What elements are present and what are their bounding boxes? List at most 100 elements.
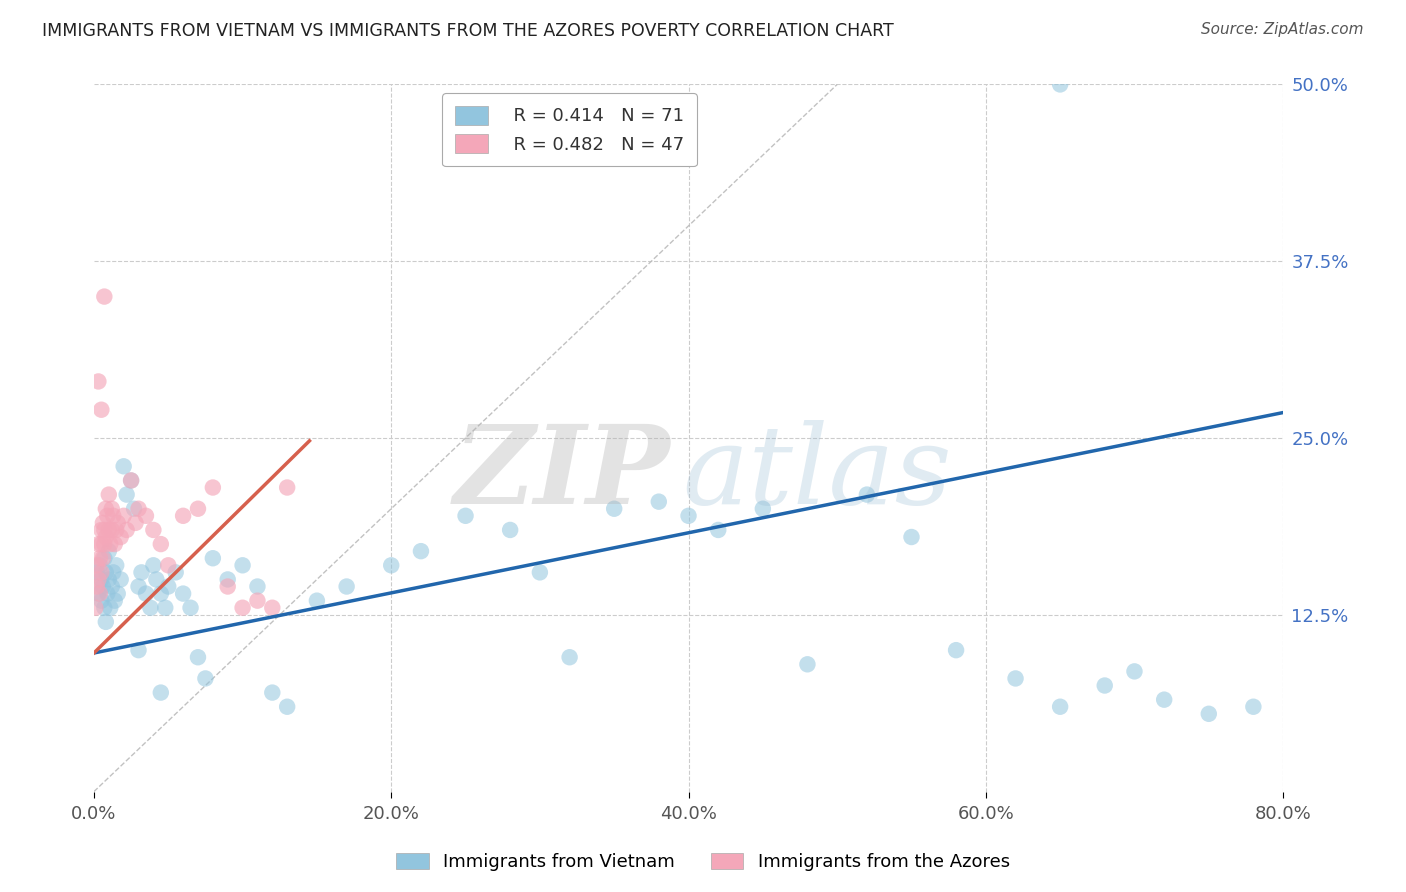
Point — [1241, 699, 1264, 714]
Point — [201, 551, 224, 566]
Point — [135, 586, 157, 600]
Point — [149, 586, 172, 600]
Point — [707, 523, 730, 537]
Point — [1198, 706, 1220, 721]
Text: Source: ZipAtlas.com: Source: ZipAtlas.com — [1201, 22, 1364, 37]
Point — [96, 508, 118, 523]
Point — [103, 508, 125, 523]
Point — [1123, 665, 1146, 679]
Point — [100, 580, 122, 594]
Point — [648, 494, 671, 508]
Point — [135, 508, 157, 523]
Point — [96, 586, 118, 600]
Point — [103, 566, 125, 580]
Point — [276, 699, 298, 714]
Point — [1153, 692, 1175, 706]
Point — [112, 459, 135, 474]
Point — [94, 530, 117, 544]
Point — [89, 558, 111, 573]
Point — [115, 487, 138, 501]
Point — [232, 600, 254, 615]
Point — [90, 593, 112, 607]
Point — [1094, 679, 1116, 693]
Point — [105, 523, 128, 537]
Point — [155, 600, 177, 615]
Point — [112, 508, 135, 523]
Point — [194, 672, 217, 686]
Point — [105, 558, 128, 573]
Point — [104, 593, 127, 607]
Point — [529, 566, 551, 580]
Point — [86, 558, 108, 573]
Point — [262, 600, 284, 615]
Point — [165, 566, 187, 580]
Point — [131, 566, 153, 580]
Point — [89, 586, 111, 600]
Point — [93, 600, 115, 615]
Point — [97, 487, 120, 501]
Point — [91, 516, 114, 530]
Point — [86, 566, 108, 580]
Point — [149, 685, 172, 699]
Point — [93, 551, 115, 566]
Point — [157, 580, 180, 594]
Point — [91, 551, 114, 566]
Point — [232, 558, 254, 573]
Point — [752, 501, 775, 516]
Point — [139, 600, 162, 615]
Point — [124, 516, 146, 530]
Point — [128, 580, 150, 594]
Point — [149, 537, 172, 551]
Point — [217, 580, 239, 594]
Point — [201, 481, 224, 495]
Point — [678, 508, 700, 523]
Point — [93, 289, 115, 303]
Point — [97, 544, 120, 558]
Point — [128, 501, 150, 516]
Text: atlas: atlas — [682, 419, 952, 527]
Point — [91, 580, 114, 594]
Point — [89, 551, 111, 566]
Point — [142, 523, 165, 537]
Point — [87, 586, 110, 600]
Point — [90, 402, 112, 417]
Point — [122, 501, 145, 516]
Point — [97, 573, 120, 587]
Point — [87, 537, 110, 551]
Point — [558, 650, 581, 665]
Point — [172, 586, 194, 600]
Point — [276, 481, 298, 495]
Point — [120, 474, 142, 488]
Point — [115, 523, 138, 537]
Point — [94, 566, 117, 580]
Point — [104, 537, 127, 551]
Point — [100, 523, 122, 537]
Point — [262, 685, 284, 699]
Point — [86, 580, 108, 594]
Point — [107, 516, 129, 530]
Text: IMMIGRANTS FROM VIETNAM VS IMMIGRANTS FROM THE AZORES POVERTY CORRELATION CHART: IMMIGRANTS FROM VIETNAM VS IMMIGRANTS FR… — [42, 22, 894, 40]
Point — [87, 375, 110, 389]
Point — [128, 643, 150, 657]
Point — [246, 593, 269, 607]
Point — [120, 474, 142, 488]
Point — [454, 508, 477, 523]
Point — [336, 580, 359, 594]
Point — [380, 558, 402, 573]
Point — [900, 530, 922, 544]
Point — [945, 643, 967, 657]
Point — [98, 537, 121, 551]
Point — [90, 573, 112, 587]
Point — [145, 573, 167, 587]
Point — [90, 523, 112, 537]
Point — [90, 566, 112, 580]
Point — [187, 501, 209, 516]
Point — [157, 558, 180, 573]
Point — [110, 530, 132, 544]
Legend: Immigrants from Vietnam, Immigrants from the Azores: Immigrants from Vietnam, Immigrants from… — [389, 846, 1017, 879]
Point — [87, 573, 110, 587]
Point — [84, 600, 107, 615]
Point — [180, 600, 202, 615]
Point — [107, 586, 129, 600]
Point — [93, 537, 115, 551]
